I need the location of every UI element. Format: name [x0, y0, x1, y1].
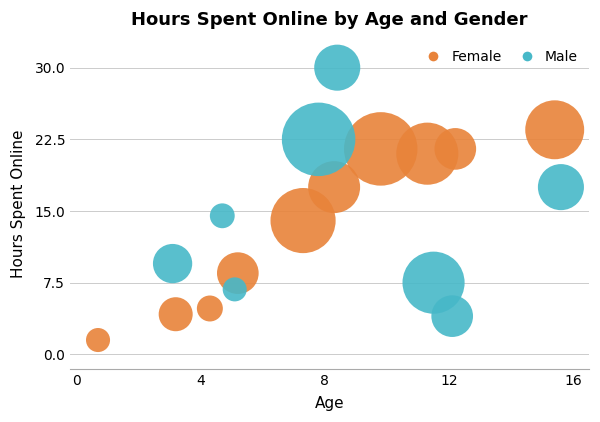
Point	[451, 146, 460, 152]
Point	[93, 337, 103, 344]
Point	[233, 270, 242, 276]
Point	[205, 305, 215, 312]
Point	[314, 136, 323, 143]
Point	[422, 150, 432, 157]
Point	[376, 146, 386, 152]
Point	[332, 64, 342, 71]
Point	[298, 217, 308, 224]
X-axis label: Age: Age	[314, 396, 344, 411]
Y-axis label: Hours Spent Online: Hours Spent Online	[11, 130, 26, 278]
Point	[168, 260, 178, 267]
Point	[171, 311, 181, 318]
Title: Hours Spent Online by Age and Gender: Hours Spent Online by Age and Gender	[131, 11, 528, 29]
Point	[217, 212, 227, 219]
Legend: Female, Male: Female, Male	[415, 46, 582, 68]
Point	[550, 127, 560, 133]
Point	[556, 184, 566, 190]
Point	[230, 286, 239, 293]
Point	[329, 184, 339, 190]
Point	[448, 313, 457, 319]
Point	[429, 279, 439, 286]
